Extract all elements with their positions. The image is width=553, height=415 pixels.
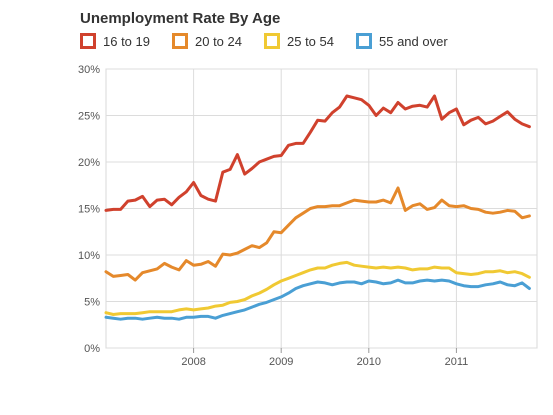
legend-label-55-and-over: 55 and over [379, 33, 448, 49]
legend-item-25-to-54[interactable]: 25 to 54 [264, 33, 334, 49]
series-line-55-and-over [104, 278, 531, 321]
chart-legend: 16 to 19 20 to 24 25 to 54 55 and over [80, 33, 470, 49]
legend-item-55-and-over[interactable]: 55 and over [356, 33, 448, 49]
y-tick-label: 30% [78, 64, 100, 76]
legend-item-16-to-19[interactable]: 16 to 19 [80, 33, 150, 49]
legend-label-25-to-54: 25 to 54 [287, 33, 334, 49]
series-line-25-to-54 [104, 260, 531, 316]
y-tick-label: 5% [84, 297, 100, 309]
legend-swatch-25-to-54 [264, 33, 280, 49]
y-tick-label: 15% [78, 204, 100, 216]
legend-label-16-to-19: 16 to 19 [103, 33, 150, 49]
legend-swatch-55-and-over [356, 33, 372, 49]
x-tick-label: 2008 [181, 356, 205, 368]
y-tick-label: 20% [78, 157, 100, 169]
series-line-16-to-19 [104, 94, 531, 212]
y-tick-label: 0% [84, 343, 100, 355]
x-tick-label: 2011 [445, 356, 469, 368]
y-axis: 0% 5% 10% 15% 20% 25% 30% [78, 64, 100, 355]
y-tick-label: 25% [78, 111, 100, 123]
chart-title: Unemployment Rate By Age [80, 10, 281, 27]
y-tick-label: 10% [78, 250, 100, 262]
grid [105, 68, 538, 353]
legend-swatch-20-to-24 [172, 33, 188, 49]
legend-item-20-to-24[interactable]: 20 to 24 [172, 33, 242, 49]
series-line-20-to-24 [104, 186, 531, 282]
x-tick-label: 2009 [269, 356, 293, 368]
x-axis: 2008 2009 2010 2011 [181, 356, 468, 368]
series-lines [104, 94, 531, 321]
legend-swatch-16-to-19 [80, 33, 96, 49]
x-tick-label: 2010 [357, 356, 381, 368]
legend-label-20-to-24: 20 to 24 [195, 33, 242, 49]
